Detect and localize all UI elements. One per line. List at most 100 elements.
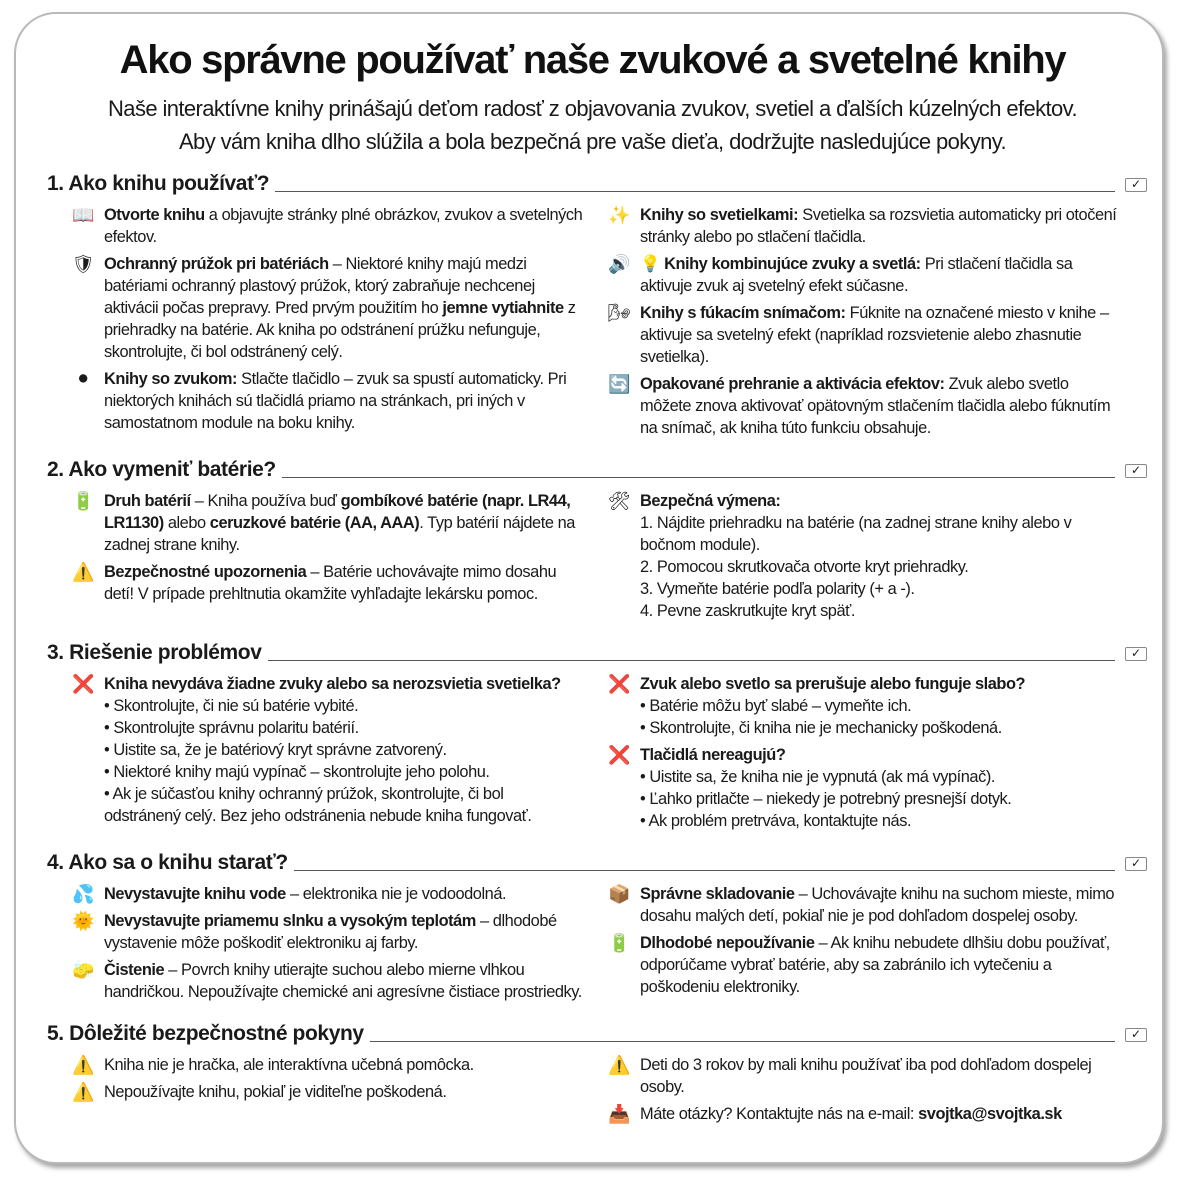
item-bold-text: Knihy kombinujúce zvuky a svetlá: (664, 255, 921, 273)
item-plain-text: – Ak knihu nebudete dlhšiu dobu používať… (640, 934, 1110, 996)
list-line: • Uistite sa, že kniha nie je vypnutá (a… (640, 768, 995, 786)
item-plain-text: Zvuk alebo svetlo môžete znova aktivovať… (640, 375, 1111, 437)
list-item: 📖 Otvorte knihu a objavujte stránky plné … (47, 204, 583, 248)
item-bold-text: Bezpečná výmena: (640, 492, 781, 510)
checkmark-icon: ✓ (1125, 464, 1147, 478)
divider (293, 870, 1115, 871)
item-bold-text: gombíkové batérie (napr. LR44, LR1130) (104, 492, 571, 532)
item-plain-text: Stlačte tlačidlo – zvuk sa spustí automa… (104, 370, 567, 432)
speaker-bulb-icon: 🔊 (608, 254, 630, 274)
list-item: ❌ Tlačidlá nereagujú? • Uistite sa, že kni… (583, 744, 1119, 832)
checkmark-icon: ✓ (1125, 857, 1147, 871)
list-item: 🌞 Nevystavujte priamemu slnku a vysokým t… (47, 910, 583, 954)
section-header: 2. Ako vymeniť batérie? ✓ (47, 454, 1147, 482)
item-plain-text: Fúknite na označené miesto v knihe – akt… (640, 304, 1109, 366)
item-text: Nepoužívajte knihu, pokiaľ je viditeľne … (104, 1083, 447, 1101)
section-1: 1. Ako knihu používať? ✓ 📖 Otvorte knihu a … (47, 168, 1147, 444)
blowing-face-icon: 🌬 (607, 303, 631, 323)
item-plain-text: z priehradky na batérie. Ak kniha po ods… (104, 299, 576, 361)
section-title: 5. Dôležité bezpečnostné pokyny (47, 1022, 364, 1045)
section-title: 2. Ako vymeniť batérie? (47, 458, 276, 481)
button-icon: ⚫ (75, 369, 91, 389)
item-plain-text: – Kniha používa buď (190, 492, 341, 510)
item-bold-text: Dlhodobé nepoužívanie (640, 934, 815, 952)
item-text: Tlačidlá nereagujú? (640, 746, 786, 764)
checkmark-icon: ✓ (1125, 647, 1147, 661)
tools-icon: 🛠 (607, 491, 631, 511)
column-right: ✨ Knihy so svetielkami: Svetielka sa rozs… (583, 204, 1119, 444)
item-text: Knihy s fúkacím snímačom: Fúknite na ozn… (640, 304, 1109, 366)
list-item: 🛡 Ochranný prúžok pri batériách – Niektor… (47, 253, 583, 363)
item-text: Ochranný prúžok pri batériách – Niektoré… (104, 255, 576, 361)
section-title: 4. Ako sa o knihu starať? (47, 851, 288, 874)
section-header: 3. Riešenie problémov ✓ (47, 637, 1147, 665)
section-title: 3. Riešenie problémov (47, 641, 262, 664)
item-plain-text: Deti do 3 rokov by mali knihu používať i… (640, 1056, 1092, 1096)
list-line: • Ak je súčasťou knihy ochranný prúžok, … (104, 785, 532, 825)
column-left: ⚠️ Kniha nie je hračka, ale interaktívna … (47, 1054, 583, 1108)
list-line: • Batérie môžu byť slabé – vymeňte ich. (640, 697, 912, 715)
item-bold-text: Čistenie (104, 961, 165, 979)
item-plain-text: alebo (163, 514, 210, 532)
item-bold-text: Kniha nevydáva žiadne zvuky alebo sa ner… (104, 675, 561, 693)
list-item: 🧽 Čistenie – Povrch knihy utierajte sucho… (47, 959, 583, 1003)
item-bold-text: jemne vytiahnite (442, 299, 564, 317)
list-item: 🔄 Opakované prehranie a aktivácia efektov… (583, 373, 1119, 439)
item-plain-text: – Uchovávajte knihu na suchom mieste, mi… (640, 885, 1115, 925)
water-drops-icon: 💦 (72, 884, 94, 904)
cross-icon: ❌ (72, 674, 94, 694)
column-right: 📦 Správne skladovanie – Uchovávajte knihu… (583, 883, 1119, 1003)
section-5: 5. Dôležité bezpečnostné pokyny ✓ ⚠️ Kniha … (47, 1018, 1147, 1130)
section-header: 5. Dôležité bezpečnostné pokyny ✓ (47, 1018, 1147, 1046)
column-right: 🛠 Bezpečná výmena: 1. Nájdite priehradku n… (583, 490, 1119, 627)
checkmark-icon: ✓ (1125, 1028, 1147, 1042)
section-columns: 🔋 Druh batérií – Kniha používa buď gombík… (47, 490, 1147, 627)
sections: 1. Ako knihu používať? ✓ 📖 Otvorte knihu a … (16, 168, 1162, 1130)
item-text: Nevystavujte priamemu slnku a vysokým te… (104, 912, 557, 952)
item-bold-text: Nevystavujte priamemu slnku a vysokým te… (104, 912, 476, 930)
list-line: 2. Pomocou skrutkovača otvorte kryt prie… (640, 558, 969, 576)
subtitle-line-2: Aby vám kniha dlho slúžila a bola bezpeč… (178, 129, 1007, 154)
box-icon: 📦 (608, 884, 630, 904)
sponge-icon: 🧽 (72, 960, 94, 980)
list-item: 🛠 Bezpečná výmena: 1. Nájdite priehradku n… (583, 490, 1119, 622)
section-columns: 💦 Nevystavujte knihu vode – elektronika n… (47, 883, 1147, 1008)
list-item: ❌ Kniha nevydáva žiadne zvuky alebo sa ne… (47, 673, 583, 827)
item-plain-text: Nepoužívajte knihu, pokiaľ je viditeľne … (104, 1083, 447, 1101)
item-bold-text: Druh batérií (104, 492, 191, 510)
shield-icon: 🛡 (71, 254, 95, 274)
page-frame: Ako správne používať naše zvukové a svet… (14, 12, 1164, 1164)
list-item: ✨ Knihy so svetielkami: Svetielka sa rozs… (583, 204, 1119, 248)
list-item: ⚫ Knihy so zvukom: Stlačte tlačidlo – zvu… (47, 368, 583, 434)
item-text: Dlhodobé nepoužívanie – Ak knihu nebudet… (640, 934, 1110, 996)
section-header: 4. Ako sa o knihu starať? ✓ (47, 847, 1147, 875)
list-item: 🔊 💡 Knihy kombinujúce zvuky a svetlá: Pri… (583, 253, 1119, 297)
section-2: 2. Ako vymeniť batérie? ✓ 🔋 Druh batérií – … (47, 454, 1147, 627)
item-plain-text: a objavujte stránky plné obrázkov, zvuko… (104, 206, 583, 246)
item-plain-text: – Povrch knihy utierajte suchou alebo mi… (104, 961, 582, 1001)
list-line: • Niektoré knihy majú vypínač – skontrol… (104, 763, 490, 781)
divider (281, 477, 1115, 478)
item-text: Máte otázky? Kontaktujte nás na e-mail: … (640, 1105, 1062, 1123)
section-columns: ⚠️ Kniha nie je hračka, ale interaktívna … (47, 1054, 1147, 1130)
warning-icon: ⚠️ (72, 1055, 94, 1075)
item-text: Knihy so zvukom: Stlačte tlačidlo – zvuk… (104, 370, 567, 432)
column-right: ❌ Zvuk alebo svetlo sa prerušuje alebo fu… (583, 673, 1119, 837)
item-text: Deti do 3 rokov by mali knihu používať i… (640, 1056, 1092, 1096)
item-bold-text: Tlačidlá nereagujú? (640, 746, 786, 764)
divider (267, 660, 1115, 661)
section-columns: 📖 Otvorte knihu a objavujte stránky plné … (47, 204, 1147, 444)
subtitle-line-1: Naše interaktívne knihy prinášajú deťom … (108, 96, 1078, 121)
list-item: ⚠️ Deti do 3 rokov by mali knihu používať… (583, 1054, 1119, 1098)
column-left: 🔋 Druh batérií – Kniha používa buď gombík… (47, 490, 583, 610)
column-left: ❌ Kniha nevydáva žiadne zvuky alebo sa ne… (47, 673, 583, 832)
list-line: • Skontrolujte, či nie sú batérie vybité… (104, 697, 359, 715)
item-text: Opakované prehranie a aktivácia efektov:… (640, 375, 1111, 437)
item-text: Správne skladovanie – Uchovávajte knihu … (640, 885, 1115, 925)
list-line: • Skontrolujte správnu polaritu batérií. (104, 719, 359, 737)
checkmark-icon: ✓ (1125, 178, 1147, 192)
item-plain-text: – Batérie uchovávajte mimo dosahu detí! … (104, 563, 557, 603)
item-text: Kniha nevydáva žiadne zvuky alebo sa ner… (104, 675, 561, 693)
list-line: 3. Vymeňte batérie podľa polarity (+ a -… (640, 580, 915, 598)
item-text: Druh batérií – Kniha používa buď gombíko… (104, 492, 575, 554)
